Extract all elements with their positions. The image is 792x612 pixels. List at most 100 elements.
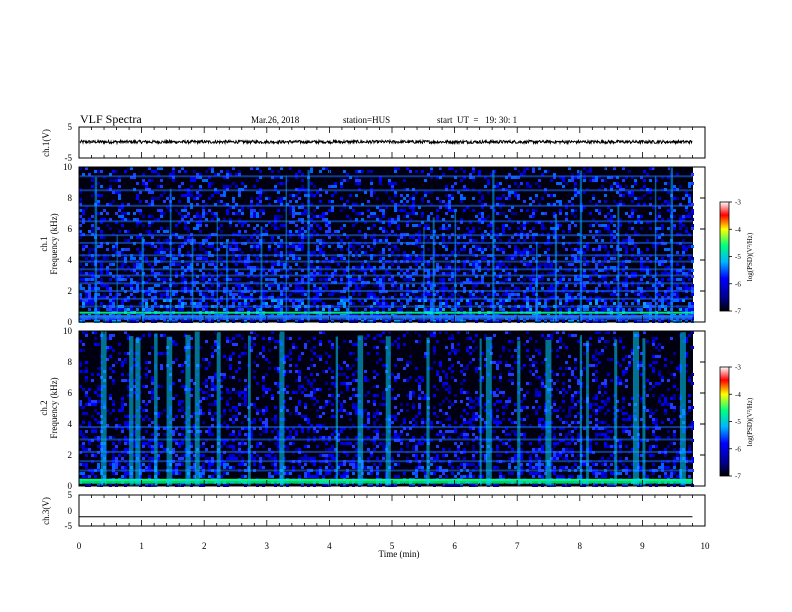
ch1spec-noise-cell [376, 308, 379, 311]
ch1spec-noise-cell [478, 221, 481, 224]
ch1spec-noise-cell [559, 302, 562, 305]
ch1spec-noise-cell [427, 263, 430, 266]
ch1spec-noise-cell [238, 209, 241, 212]
ch1spec-noise-cell [355, 212, 358, 215]
ch1spec-noise-cell [406, 293, 409, 296]
ch1spec-noise-cell [79, 200, 82, 203]
ch1spec-noise-cell [346, 287, 349, 290]
colorbar-tick-label: -5 [735, 253, 741, 261]
ch1spec-noise-cell [625, 287, 628, 290]
ch1spec-noise-cell [637, 248, 640, 251]
ch2spec-noise-cell [202, 466, 205, 469]
ch1spec-noise-cell [88, 302, 91, 305]
ch1spec-noise-cell [181, 218, 184, 221]
ch1spec-noise-cell [328, 278, 331, 281]
ch1spec-noise-cell [232, 248, 235, 251]
ch1spec-noise-cell [106, 284, 109, 287]
ch1spec-line [79, 241, 693, 244]
ch1spec-noise-cell [520, 224, 523, 227]
ch1spec-noise-cell [334, 191, 337, 194]
ch2spec-noise-cell [97, 367, 100, 370]
ch1spec-noise-cell [160, 251, 163, 254]
ch1spec-noise-cell [205, 179, 208, 182]
ch1spec-noise-cell [214, 203, 217, 206]
ch1spec-noise-cell [499, 299, 502, 302]
ch1spec-noise-cell [676, 269, 679, 272]
ch2spec-noise-cell [178, 403, 181, 406]
ch1spec-noise-cell [523, 200, 526, 203]
ch1spec-noise-cell [412, 212, 415, 215]
ch1spec-noise-cell [193, 215, 196, 218]
ch1spec-noise-cell [166, 206, 169, 209]
ch1spec-noise-cell [598, 245, 601, 248]
ch1spec-noise-cell [664, 200, 667, 203]
ch1spec-noise-cell [430, 308, 433, 311]
ch1spec-noise-cell [154, 293, 157, 296]
ch1spec-noise-cell [340, 197, 343, 200]
ch1spec-noise-cell [295, 173, 298, 176]
ch2spec-noise-cell [208, 433, 211, 436]
ch1spec-noise-cell [118, 185, 121, 188]
ch1spec-noise-cell [529, 278, 532, 281]
ch1spec-noise-cell [598, 200, 601, 203]
ch1spec-noise-cell [511, 236, 514, 239]
ch2spec-noise-cell [127, 421, 130, 424]
ch1spec-noise-cell [277, 191, 280, 194]
ch1spec-noise-cell [571, 203, 574, 206]
ch1spec-noise-cell [352, 278, 355, 281]
ch1spec-burst [617, 204, 620, 322]
ch1spec-noise-cell [319, 266, 322, 269]
ch2spec-noise-cell [109, 367, 112, 370]
ch1spec-noise-cell [88, 251, 91, 254]
ch1spec-noise-cell [154, 197, 157, 200]
ch2spec-noise-cell [202, 382, 205, 385]
ch1spec-noise-cell [565, 212, 568, 215]
ch1spec-noise-cell [388, 224, 391, 227]
ch1spec-noise-cell [472, 230, 475, 233]
ch1spec-noise-cell [658, 263, 661, 266]
ch1spec-noise-cell [235, 173, 238, 176]
ch2spec-noise-cell [226, 340, 229, 343]
ch2spec-noise-cell [79, 400, 82, 403]
ch1spec-noise-cell [367, 227, 370, 230]
ch1spec-noise-cell [238, 278, 241, 281]
ch1spec-noise-cell [568, 200, 571, 203]
ch2spec-noise-cell [142, 442, 145, 445]
ch1spec-noise-cell [127, 248, 130, 251]
ch1spec-noise-cell [367, 170, 370, 173]
ch1spec-noise-cell [172, 176, 175, 179]
ch2spec-noise-cell [145, 415, 148, 418]
ch1spec-noise-cell [535, 209, 538, 212]
ch1spec-noise-cell [679, 185, 682, 188]
ch1spec-noise-cell [211, 167, 214, 170]
ch1spec-noise-cell [451, 197, 454, 200]
ch1spec-noise-cell [550, 227, 553, 230]
ch1spec-noise-cell [634, 272, 637, 275]
ch2spec-noise-cell [124, 448, 127, 451]
ch1spec-noise-cell [268, 296, 271, 299]
ch1spec-noise-cell [313, 269, 316, 272]
ch1spec-noise-cell [400, 200, 403, 203]
ch1spec-noise-cell [112, 191, 115, 194]
ch1spec-noise-cell [643, 296, 646, 299]
ch1spec-line [79, 189, 693, 192]
ch1spec-noise-cell [535, 197, 538, 200]
ch1spec-noise-cell [271, 236, 274, 239]
ch1spec-noise-cell [640, 257, 643, 260]
ch1spec-noise-cell [304, 224, 307, 227]
ch1spec-noise-cell [676, 197, 679, 200]
ch2spec-noise-cell [181, 409, 184, 412]
ch1spec-noise-cell [364, 251, 367, 254]
ch2spec-noise-cell [124, 442, 127, 445]
ch1spec-noise-cell [349, 299, 352, 302]
ch1spec-noise-cell [295, 263, 298, 266]
ch1spec-noise-cell [82, 299, 85, 302]
ch2spec-noise-cell [238, 448, 241, 451]
ch2spec-noise-cell [121, 406, 124, 409]
ch1spec-noise-cell [208, 263, 211, 266]
ch1spec-noise-cell [403, 197, 406, 200]
ch1spec-noise-cell [253, 185, 256, 188]
ch1spec-noise-cell [631, 194, 634, 197]
ch2spec-noise-cell [250, 349, 253, 352]
ch1spec-noise-cell [607, 284, 610, 287]
